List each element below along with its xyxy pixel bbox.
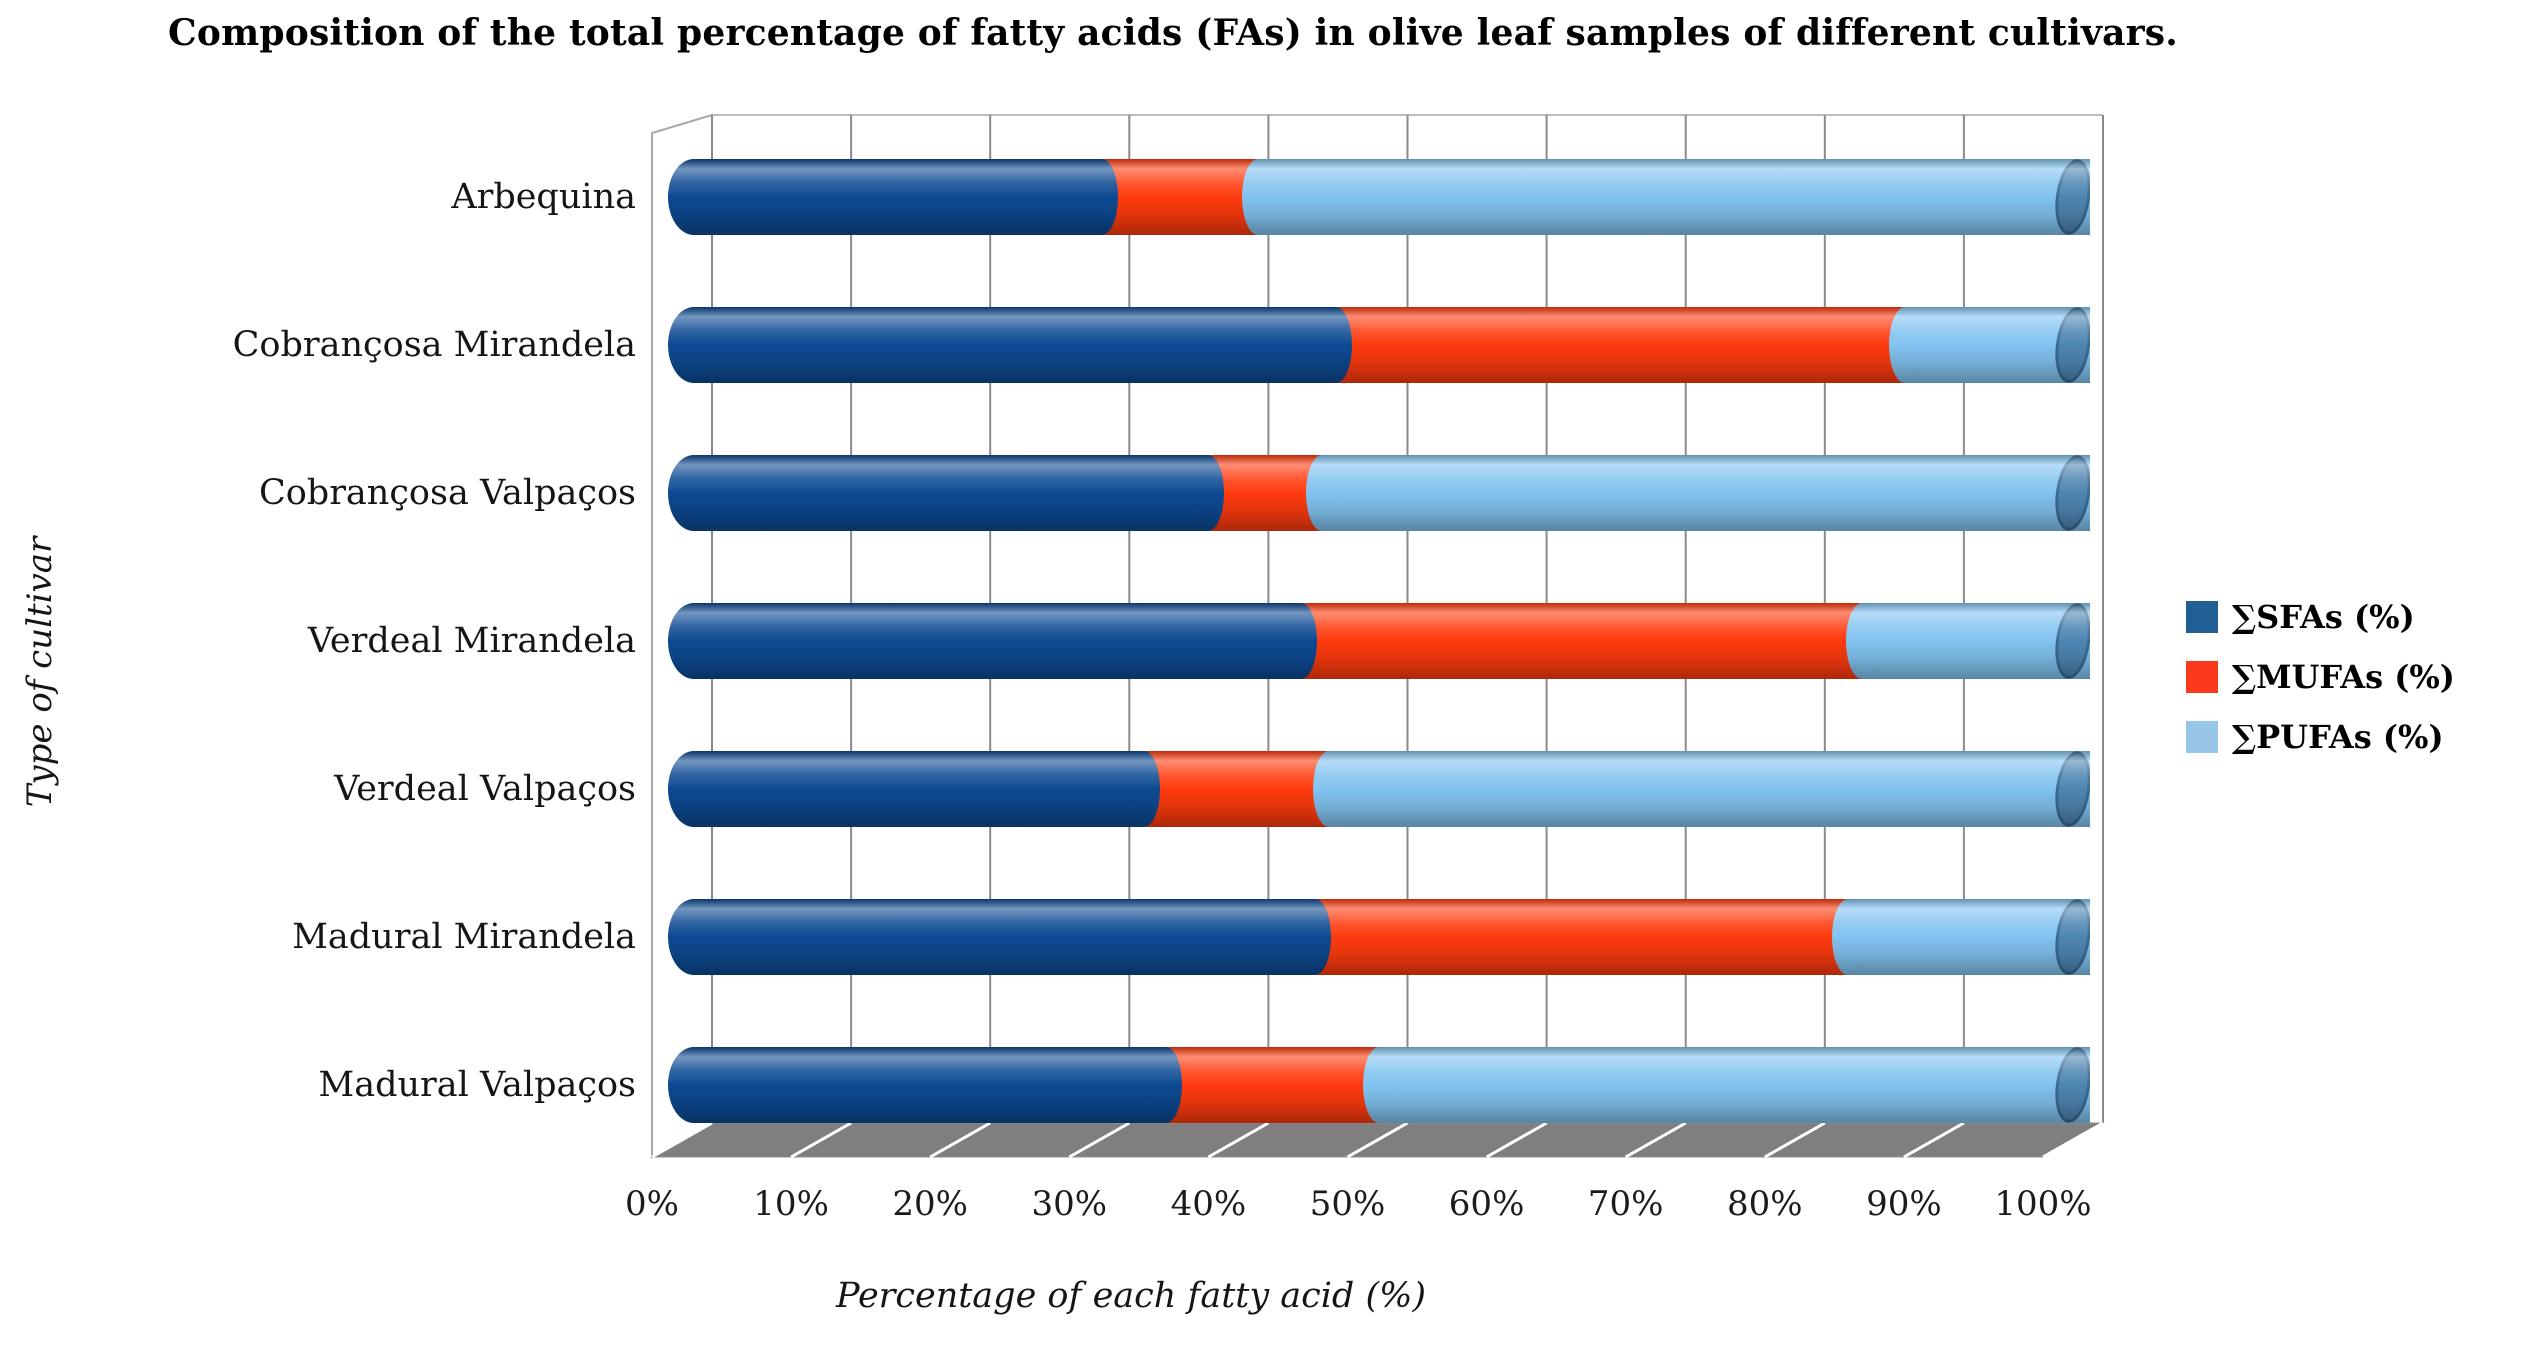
segment-joint xyxy=(1362,1047,1395,1123)
bar-verdeal-mirandela xyxy=(668,603,2090,679)
segment-joint xyxy=(1128,751,1161,827)
legend-label: ∑SFAs (%) xyxy=(2232,598,2415,636)
legend-label: ∑MUFAs (%) xyxy=(2232,658,2455,696)
segment-joint xyxy=(1832,899,1865,975)
x-tick-label: 100% xyxy=(1994,1184,2092,1224)
category-label: Madural Mirandela xyxy=(292,917,636,957)
bar-segment-mufa xyxy=(1208,455,1323,531)
floor-gridline xyxy=(2042,1121,2104,1159)
category-label: Verdeal Mirandela xyxy=(307,621,636,661)
legend-item: ∑SFAs (%) xyxy=(2186,598,2455,636)
legend: ∑SFAs (%) ∑MUFAs (%) ∑PUFAs (%) xyxy=(2186,598,2455,756)
category-label: Cobrançosa Mirandela xyxy=(232,325,636,365)
x-axis-title: Percentage of each fatty acid (%) xyxy=(835,1276,1427,1316)
segment-joint xyxy=(1889,307,1922,383)
legend-item: ∑MUFAs (%) xyxy=(2186,658,2455,696)
bar-segment-pufa xyxy=(1832,899,2090,975)
legend-swatch-mufa xyxy=(2186,661,2218,693)
bar-segment-pufa xyxy=(1362,1047,2090,1123)
floor-gridline xyxy=(1068,1121,1131,1159)
x-tick-label: 80% xyxy=(1727,1184,1803,1224)
segment-joint xyxy=(1299,899,1331,975)
x-tick-label: 60% xyxy=(1448,1184,1525,1224)
floor-gridline xyxy=(1764,1121,1826,1159)
bar-segment-mufa xyxy=(1165,1047,1379,1123)
legend-swatch-sfa xyxy=(2186,601,2218,633)
floor-gridline xyxy=(1903,1121,1965,1159)
bar-segment-sfa xyxy=(668,455,1225,531)
bar-segment-pufa xyxy=(1242,159,2090,235)
floor-gridline xyxy=(651,1121,713,1159)
legend-swatch-pufa xyxy=(2186,721,2218,753)
bar-segment-mufa xyxy=(1300,603,1863,679)
bar-cobrançosa-valpaços xyxy=(668,455,2090,531)
segment-joint xyxy=(1313,751,1346,827)
segment-joint xyxy=(1284,603,1317,679)
bar-verdeal-valpaços xyxy=(668,751,2090,827)
floor-gridline xyxy=(1207,1121,1270,1159)
floor-gridline xyxy=(1485,1121,1548,1159)
x-tick-label: 90% xyxy=(1866,1184,1942,1224)
x-tick-label: 20% xyxy=(892,1184,968,1224)
floor-gridline xyxy=(1346,1121,1409,1159)
bar-segment-mufa xyxy=(1336,307,1906,383)
bar-segment-mufa xyxy=(1144,751,1330,827)
bar-segment-sfa xyxy=(668,603,1317,679)
bar-arbequina xyxy=(668,159,2090,235)
x-tick-label: 40% xyxy=(1170,1184,1247,1224)
category-label: Verdeal Valpaços xyxy=(334,769,636,809)
bar-segment-pufa xyxy=(1846,603,2090,679)
bar-segment-sfa xyxy=(668,159,1118,235)
bar-madural-valpaços xyxy=(668,1047,2090,1123)
bar-segment-mufa xyxy=(1101,159,1259,235)
legend-item: ∑PUFAs (%) xyxy=(2186,718,2455,756)
x-tick-label: 30% xyxy=(1031,1184,1108,1224)
bar-cobrançosa-mirandela xyxy=(668,307,2090,383)
segment-joint xyxy=(1242,159,1275,235)
category-label: Cobrançosa Valpaços xyxy=(258,473,636,513)
bar-segment-sfa xyxy=(668,1047,1182,1123)
bar-segment-pufa xyxy=(1306,455,2090,531)
x-tick-label: 0% xyxy=(625,1184,679,1224)
bar-segment-sfa xyxy=(668,899,1331,975)
floor-gridline xyxy=(929,1121,991,1159)
bar-segment-mufa xyxy=(1315,899,1849,975)
x-tick-label: 70% xyxy=(1587,1184,1664,1224)
floor-gridline xyxy=(1624,1121,1687,1159)
bar-madural-mirandela xyxy=(668,899,2090,975)
bar-segment-pufa xyxy=(1313,751,2090,827)
floor-gridline xyxy=(790,1121,852,1159)
x-tick-label: 10% xyxy=(753,1184,829,1224)
segment-joint xyxy=(1192,455,1225,531)
chart-title: Composition of the total percentage of f… xyxy=(168,12,2178,54)
category-label: Madural Valpaços xyxy=(318,1065,636,1105)
segment-joint xyxy=(1846,603,1879,679)
segment-joint xyxy=(1306,455,1339,531)
x-tick-label: 50% xyxy=(1309,1184,1386,1224)
legend-label: ∑PUFAs (%) xyxy=(2232,718,2444,756)
category-label: Arbequina xyxy=(451,177,636,217)
bar-segment-sfa xyxy=(668,751,1161,827)
segment-joint xyxy=(1320,307,1353,383)
segment-joint xyxy=(1149,1047,1182,1123)
bar-segment-sfa xyxy=(668,307,1353,383)
segment-joint xyxy=(1085,159,1118,235)
